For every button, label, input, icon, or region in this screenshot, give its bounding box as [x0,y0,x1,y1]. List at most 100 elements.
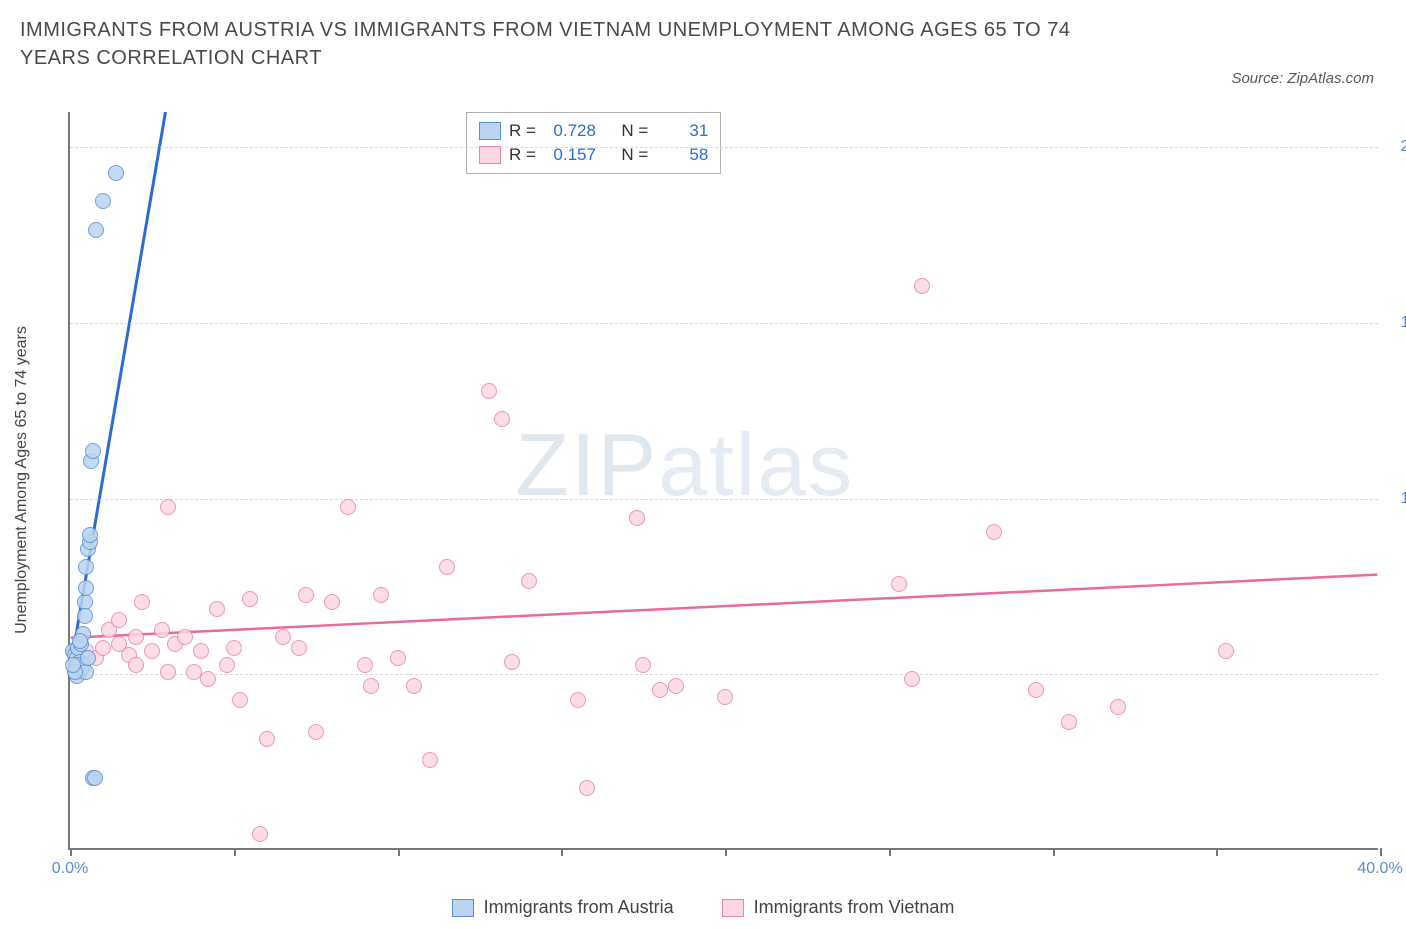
bottom-legend-vietnam-label: Immigrants from Vietnam [754,897,955,918]
point-vietnam [160,664,176,680]
chart-source: Source: ZipAtlas.com [1231,70,1374,87]
swatch-vietnam-bottom [722,899,744,917]
point-vietnam [95,640,111,656]
point-vietnam [219,657,235,673]
y-tick-label: 20.0% [1386,138,1406,156]
bottom-legend-vietnam: Immigrants from Vietnam [722,897,955,918]
x-tick [1216,848,1218,856]
point-vietnam [193,643,209,659]
point-vietnam [904,671,920,687]
x-tick [1053,848,1055,856]
point-vietnam [363,678,379,694]
point-vietnam [986,524,1002,540]
bottom-legend-austria: Immigrants from Austria [452,897,674,918]
point-vietnam [111,612,127,628]
point-vietnam [1110,699,1126,715]
point-austria [65,657,81,673]
point-vietnam [340,499,356,515]
point-vietnam [128,629,144,645]
point-austria [78,580,94,596]
y-tick-label: 5.0% [1386,665,1406,683]
point-austria [95,193,111,209]
point-vietnam [422,752,438,768]
point-vietnam [128,657,144,673]
point-vietnam [635,657,651,673]
point-austria [82,527,98,543]
gridline-y [70,147,1378,148]
x-tick [398,848,400,856]
point-vietnam [209,601,225,617]
x-tick-label: 0.0% [52,860,88,878]
x-tick [1380,848,1382,856]
point-austria [108,165,124,181]
point-vietnam [891,576,907,592]
gridline-y [70,499,1378,500]
legend-r-label: R = [509,119,536,143]
bottom-legend: Immigrants from Austria Immigrants from … [0,897,1406,918]
point-vietnam [914,278,930,294]
point-vietnam [521,573,537,589]
point-vietnam [439,559,455,575]
point-vietnam [275,629,291,645]
point-vietnam [291,640,307,656]
point-vietnam [232,692,248,708]
bottom-legend-austria-label: Immigrants from Austria [484,897,674,918]
legend-r-austria: 0.728 [544,119,596,143]
point-vietnam [1061,714,1077,730]
point-austria [88,222,104,238]
x-tick [561,848,563,856]
point-vietnam [200,671,216,687]
point-vietnam [259,731,275,747]
point-vietnam [1218,643,1234,659]
point-vietnam [308,724,324,740]
point-austria [72,633,88,649]
point-vietnam [134,594,150,610]
y-tick-label: 15.0% [1386,314,1406,332]
swatch-vietnam [479,146,501,164]
legend-n-austria: 31 [656,119,708,143]
point-vietnam [570,692,586,708]
point-vietnam [1028,682,1044,698]
point-vietnam [579,780,595,796]
point-vietnam [242,591,258,607]
point-vietnam [406,678,422,694]
x-tick [889,848,891,856]
point-vietnam [324,594,340,610]
point-vietnam [373,587,389,603]
gridline-y [70,323,1378,324]
y-axis-title: Unemployment Among Ages 65 to 74 years [13,326,31,634]
chart-title: IMMIGRANTS FROM AUSTRIA VS IMMIGRANTS FR… [20,16,1146,72]
point-austria [87,770,103,786]
point-austria [77,608,93,624]
point-vietnam [154,622,170,638]
point-vietnam [717,689,733,705]
point-austria [80,650,96,666]
swatch-austria [479,122,501,140]
point-vietnam [357,657,373,673]
x-tick [70,848,72,856]
legend-row-austria: R = 0.728 N = 31 [479,119,708,143]
point-vietnam [177,629,193,645]
point-vietnam [226,640,242,656]
gridline-y [70,674,1378,675]
watermark: ZIPatlas [515,414,854,516]
plot-area: Unemployment Among Ages 65 to 74 years Z… [68,112,1378,850]
point-vietnam [494,411,510,427]
point-vietnam [252,826,268,842]
correlation-legend: R = 0.728 N = 31 R = 0.157 N = 58 [466,112,721,174]
x-tick [725,848,727,856]
point-vietnam [668,678,684,694]
point-vietnam [481,383,497,399]
point-vietnam [504,654,520,670]
point-vietnam [629,510,645,526]
y-tick-label: 10.0% [1386,490,1406,508]
point-vietnam [390,650,406,666]
x-tick [234,848,236,856]
point-vietnam [144,643,160,659]
swatch-austria-bottom [452,899,474,917]
point-austria [85,443,101,459]
point-vietnam [160,499,176,515]
point-vietnam [652,682,668,698]
point-vietnam [298,587,314,603]
legend-n-label: N = [621,119,648,143]
